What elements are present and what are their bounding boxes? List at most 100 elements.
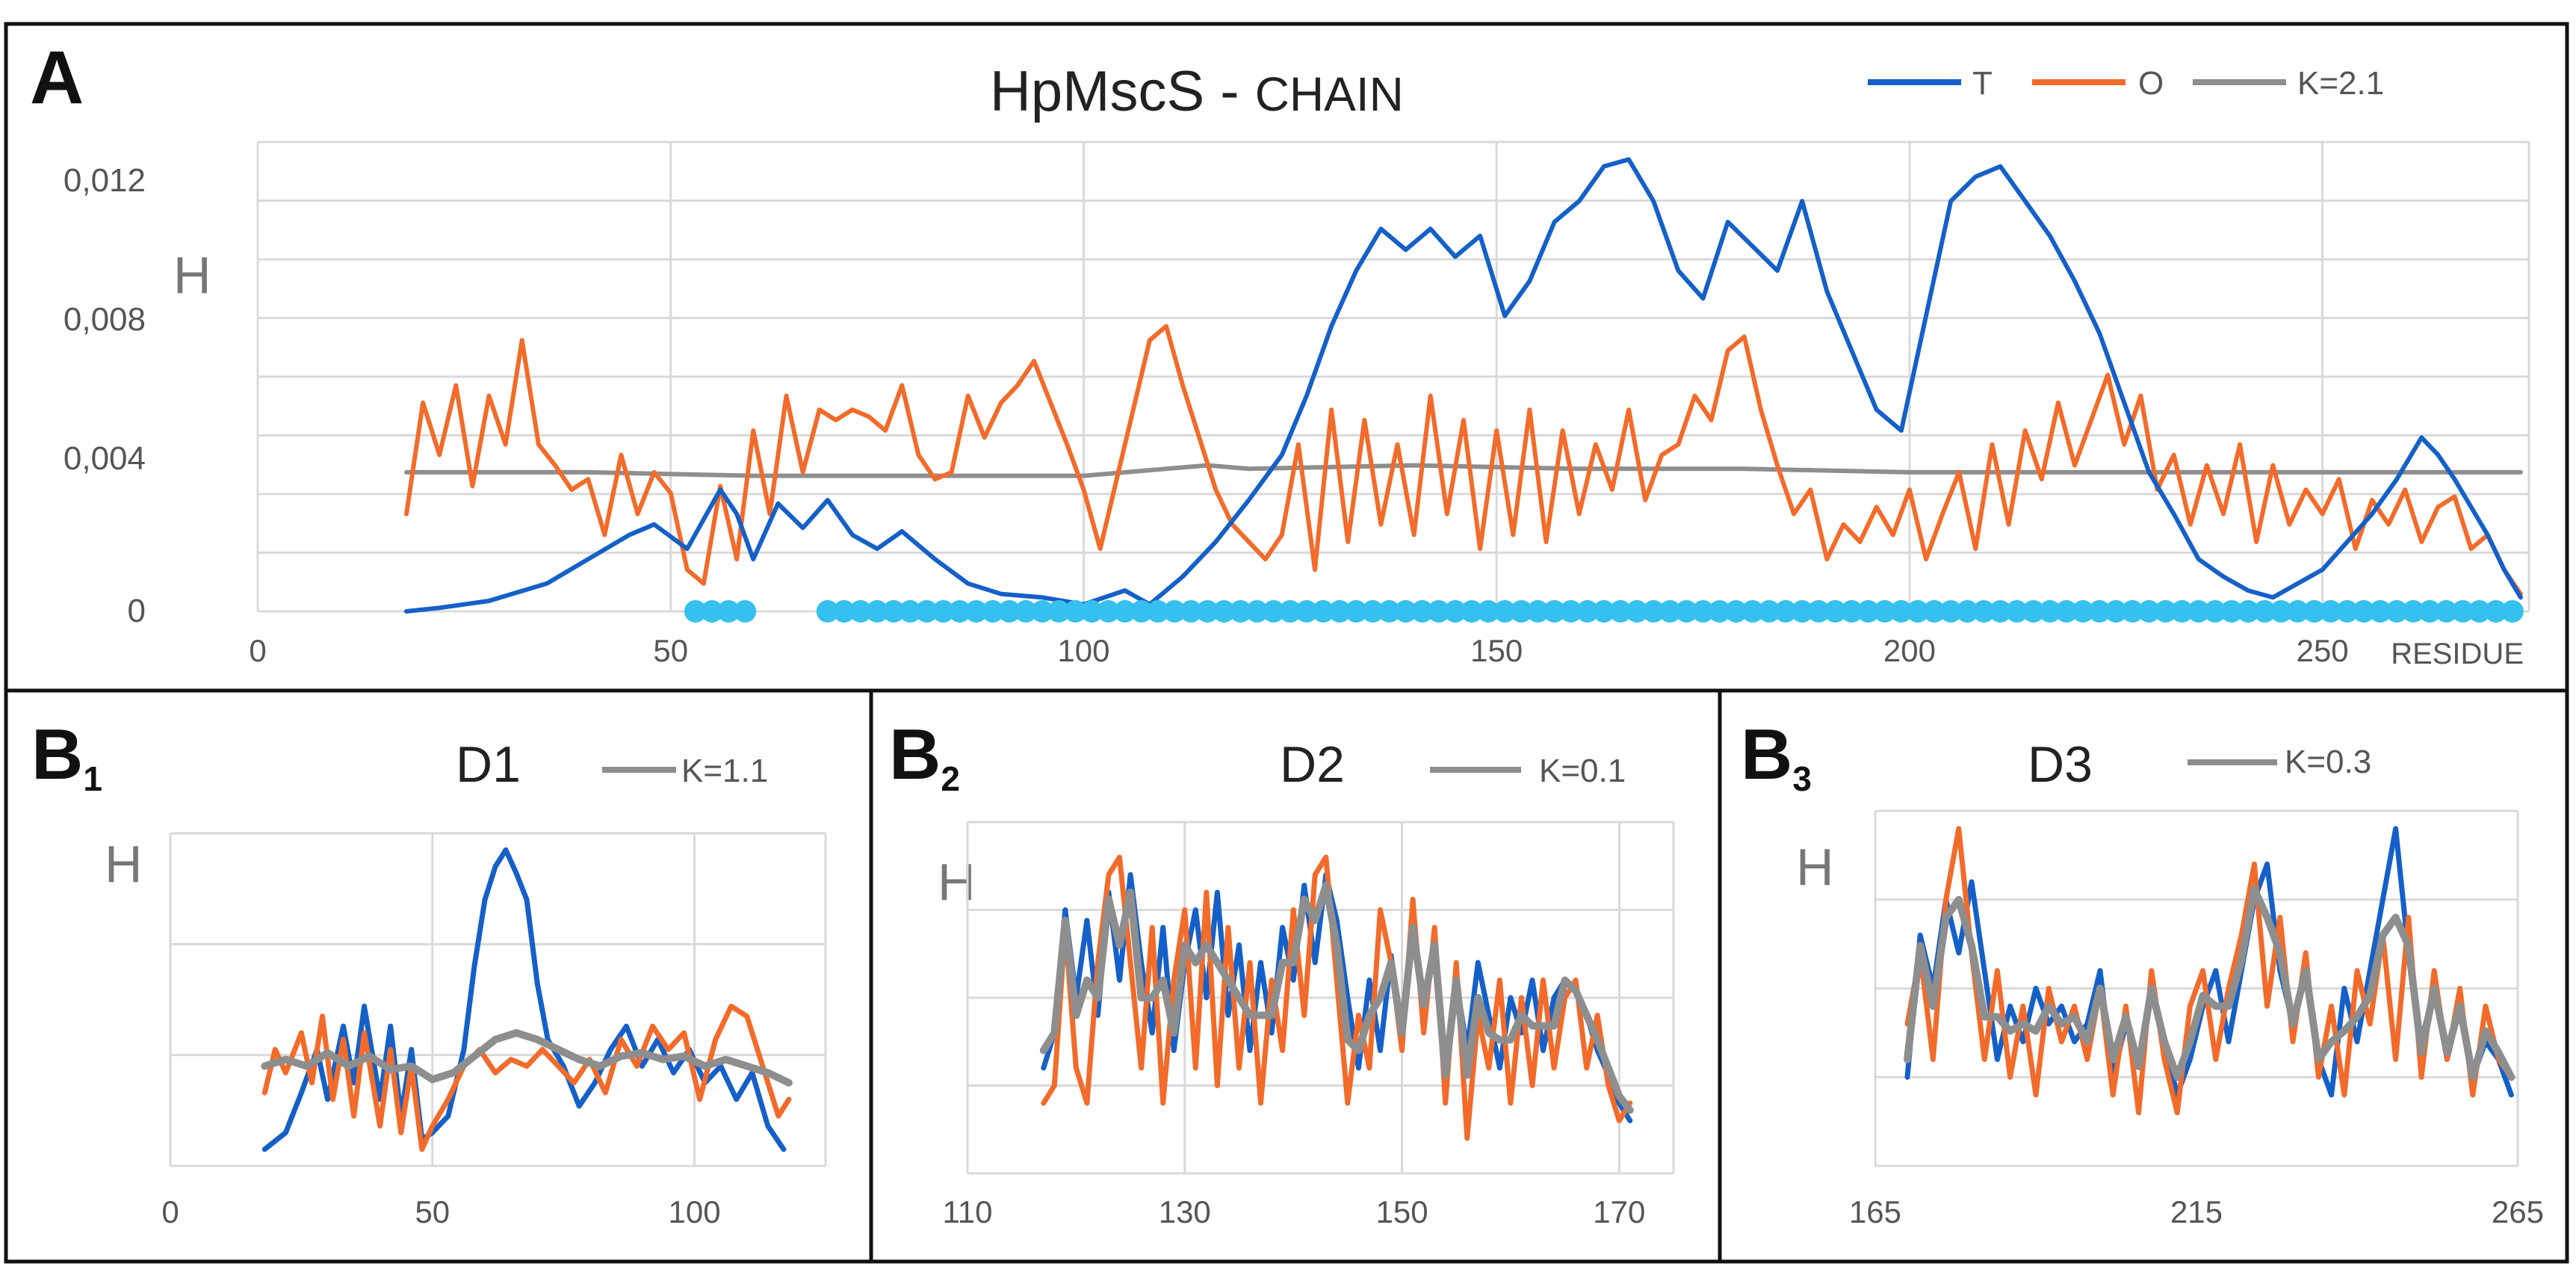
tm-residue-marker [1824, 600, 1847, 623]
tm-residue-marker [1245, 600, 1269, 623]
tm-residue-marker [2501, 600, 2524, 623]
tm-residue-marker [2319, 600, 2342, 623]
x-tick-label: 50 [653, 633, 688, 668]
tm-residue-marker [717, 600, 740, 623]
tm-residue-marker [2484, 600, 2507, 623]
tm-residue-marker [1229, 600, 1252, 623]
tm-residue-marker [1543, 600, 1566, 623]
tm-residue-marker [965, 600, 988, 623]
x-tick-label: 265 [2492, 1194, 2544, 1229]
tm-residue-marker [2005, 600, 2028, 623]
tm-residue-marker [1576, 600, 1599, 623]
tm-residue-marker [1559, 600, 1582, 623]
tm-residue-marker [2451, 600, 2474, 623]
panel-b3-letter: B [1741, 714, 1792, 794]
x-tick-label: 0 [161, 1194, 179, 1229]
tm-residue-marker [1064, 600, 1087, 623]
panel-a-xlabel: RESIDUE [2391, 638, 2524, 670]
x-tick-label: 100 [1057, 633, 1109, 668]
tm-residue-marker [1130, 600, 1153, 623]
tm-residue-marker [981, 600, 1004, 623]
tm-residue-marker [1956, 600, 1979, 623]
panel-b1-title: D1 [456, 736, 521, 793]
series-line-o [404, 324, 2523, 596]
x-tick-label: 100 [669, 1194, 721, 1229]
tm-residue-marker [2237, 600, 2260, 623]
tm-residue-marker [1939, 600, 1963, 623]
panel-a-title-sub: CHAIN [1255, 67, 1404, 121]
tm-residue-marker [2220, 600, 2244, 623]
tm-residue-marker [1295, 600, 1318, 623]
series-line-o [1041, 854, 1633, 1141]
x-tick-label: 150 [1470, 633, 1523, 668]
tm-residue-marker [2170, 600, 2193, 623]
panel-b3-legend-label: K=0.3 [2285, 744, 2371, 780]
panel-a-legend: T O K=2.1 [1868, 65, 2384, 102]
x-tick-label: 250 [2297, 633, 2349, 668]
panel-b2-title: D2 [1280, 736, 1345, 793]
tm-residue-marker [684, 600, 707, 623]
tm-residue-marker [1691, 600, 1715, 623]
panel-b2-sub: 2 [941, 759, 960, 798]
panel-b1-ylabel: H [105, 835, 143, 893]
series-line-k [1904, 885, 2515, 1081]
panel-b3-title: D3 [2028, 736, 2093, 793]
x-tick-label: 110 [943, 1194, 993, 1229]
tm-residue-marker [1213, 600, 1236, 623]
tm-residue-marker [2468, 600, 2491, 623]
tm-residue-marker [1163, 600, 1186, 623]
tm-residue-marker [2137, 600, 2161, 623]
panel-b3-frame [1718, 688, 2569, 1264]
tm-residue-marker [1807, 600, 1830, 623]
tm-residue-marker [1906, 600, 1929, 623]
tm-residue-marker [1113, 600, 1136, 623]
tm-residue-marker [1791, 600, 1814, 623]
tm-residue-marker [1889, 600, 1913, 623]
panel-b3-sub: 3 [1792, 759, 1812, 798]
series-line-o [261, 1003, 792, 1152]
tm-residue-marker [1510, 600, 1533, 623]
tm-residue-marker [1840, 600, 1863, 623]
tm-residue-marker [1526, 600, 1549, 623]
tm-residue-marker [701, 600, 723, 623]
y-tick-label: 0 [128, 593, 146, 629]
tm-residue-marker [1675, 600, 1698, 623]
tm-residue-marker [2105, 600, 2128, 623]
tm-residue-marker [997, 600, 1021, 623]
tm-residue-marker [899, 600, 922, 623]
tm-residue-marker [2303, 600, 2326, 623]
tm-residue-marker [2253, 600, 2276, 623]
x-tick-label: 165 [1849, 1194, 1901, 1229]
tm-residue-marker [2088, 600, 2111, 623]
panel-b2-letter: B [889, 714, 941, 794]
legend-label-k: K=2.1 [2297, 65, 2384, 102]
panel-b2-ylabel: H [938, 853, 976, 911]
tm-residue-marker [1708, 600, 1731, 623]
tm-residue-marker [915, 600, 938, 623]
panel-b1-label: B1 [31, 714, 102, 798]
series-line-k [261, 1029, 793, 1087]
tm-residue-marker [2038, 600, 2061, 623]
tm-residue-marker [1609, 600, 1632, 623]
tm-residue-marker [1757, 600, 1780, 623]
tm-residue-marker [816, 600, 839, 623]
tm-residue-marker [1923, 600, 1946, 623]
panel-b1-sub: 1 [83, 759, 102, 798]
tm-residue-marker [1196, 600, 1219, 623]
tm-residue-marker [2435, 600, 2458, 623]
tm-residue-marker [932, 600, 955, 623]
tm-residue-marker [1592, 600, 1615, 623]
tm-residue-marker [1378, 600, 1401, 623]
tm-residue-marker [1262, 600, 1285, 623]
tm-residue-marker [1659, 600, 1682, 623]
tm-residue-marker [1361, 600, 1384, 623]
panel-a-label: A [30, 36, 84, 120]
x-tick-label: 130 [1159, 1194, 1211, 1229]
tm-residue-marker [1774, 600, 1798, 623]
tm-residue-marker [2154, 600, 2177, 623]
tm-residue-marker [1097, 600, 1120, 623]
panel-b2-label: B2 [889, 714, 960, 798]
tm-residue-marker [2072, 600, 2095, 623]
tm-residue-marker [1278, 600, 1301, 623]
